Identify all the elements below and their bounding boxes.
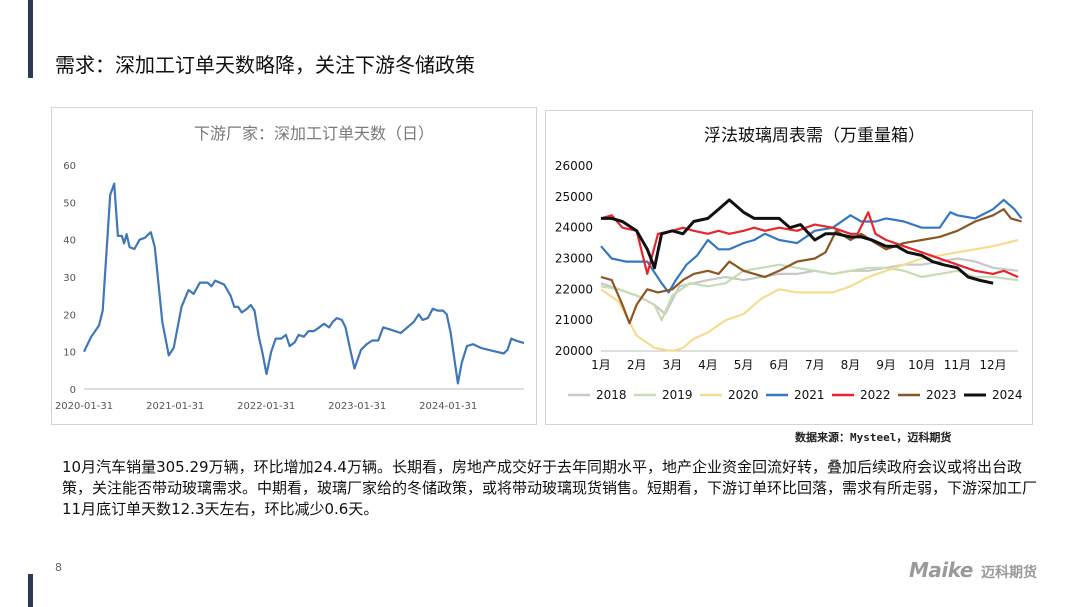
x-tick-label: 2024-01-31: [419, 401, 477, 412]
x-tick-label: 4月: [698, 358, 718, 372]
chart-title: 下游厂家：深加工订单天数（日）: [194, 124, 434, 143]
logo-chinese: 迈科期货: [981, 565, 1037, 581]
x-tick-label: 11月: [944, 358, 971, 372]
x-tick-label: 10月: [908, 358, 935, 372]
legend-label: 2022: [860, 388, 891, 402]
page-number: 8: [55, 561, 62, 574]
x-tick-label: 3月: [662, 358, 682, 372]
x-tick-label: 9月: [876, 358, 896, 372]
x-tick-label: 2月: [627, 358, 647, 372]
x-tick-label: 7月: [805, 358, 825, 372]
series-line: [83, 182, 525, 385]
y-tick-label: 20000: [555, 344, 593, 358]
y-tick-label: 50: [63, 198, 76, 209]
series-line-2024: [601, 198, 994, 285]
y-tick-label: 21000: [555, 313, 593, 327]
x-tick-label: 1月: [591, 358, 611, 372]
glass-demand-chart: 浮法玻璃周表需（万重量箱） 20000 21000 22000 23000 24000 25…: [555, 126, 1023, 402]
legend-label: 2023: [926, 388, 957, 402]
y-tick-label: 20: [63, 310, 76, 321]
y-tick-label: 23000: [555, 252, 593, 266]
y-tick-label: 24000: [555, 221, 593, 235]
x-tick-label: 2023-01-31: [328, 401, 386, 412]
order-days-chart: 下游厂家：深加工订单天数（日） 0 10 20 30 40 50 60 2020-01-31 20…: [55, 124, 525, 412]
y-tick-label: 22000: [555, 282, 593, 296]
analysis-text: 10月汽车销量305.29万辆，环比增加24.4万辆。长期看，房地产成交好于去年…: [62, 458, 1038, 518]
accent-bar-bottom: [28, 574, 33, 607]
legend-label: 2024: [992, 388, 1023, 402]
logo-english: Maike: [909, 558, 973, 582]
y-tick-label: 0: [70, 385, 76, 396]
glass-demand-chart-panel: 浮法玻璃周表需（万重量箱） 20000 21000 22000 23000 24000 25…: [545, 110, 1033, 425]
y-tick-label: 10: [63, 348, 76, 359]
x-tick-label: 2022-01-31: [237, 401, 295, 412]
data-source: 数据来源：Mysteel，迈科期货: [795, 431, 952, 444]
x-tick-label: 12月: [979, 358, 1006, 372]
legend-label: 2019: [662, 388, 693, 402]
x-tick-label: 5月: [734, 358, 754, 372]
chart-title: 浮法玻璃周表需（万重量箱）: [704, 126, 925, 146]
x-tick-label: 6月: [769, 358, 789, 372]
y-tick-label: 30: [63, 273, 76, 284]
x-tick-label: 8月: [841, 358, 861, 372]
series-line-2019: [600, 263, 1019, 322]
company-logo: Maike 迈科期货: [905, 556, 1055, 586]
series-line-2021: [600, 198, 1023, 294]
y-tick-label: 25000: [555, 190, 593, 204]
y-tick-label: 26000: [555, 159, 593, 173]
accent-bar-top: [28, 0, 33, 78]
legend-label: 2020: [728, 388, 759, 402]
series-line-2023: [600, 208, 1022, 325]
series-line-2020: [600, 238, 1019, 353]
x-tick-label: 2020-01-31: [55, 401, 113, 412]
y-tick-label: 40: [63, 236, 76, 247]
legend-label: 2018: [596, 388, 627, 402]
order-days-chart-panel: 下游厂家：深加工订单天数（日） 0 10 20 30 40 50 60 2020-01-31 20…: [51, 107, 537, 425]
legend-label: 2021: [794, 388, 825, 402]
slide-title: 需求：深加工订单天数略降，关注下游冬储政策: [55, 53, 475, 77]
x-tick-label: 2021-01-31: [146, 401, 204, 412]
y-tick-label: 60: [63, 161, 76, 172]
